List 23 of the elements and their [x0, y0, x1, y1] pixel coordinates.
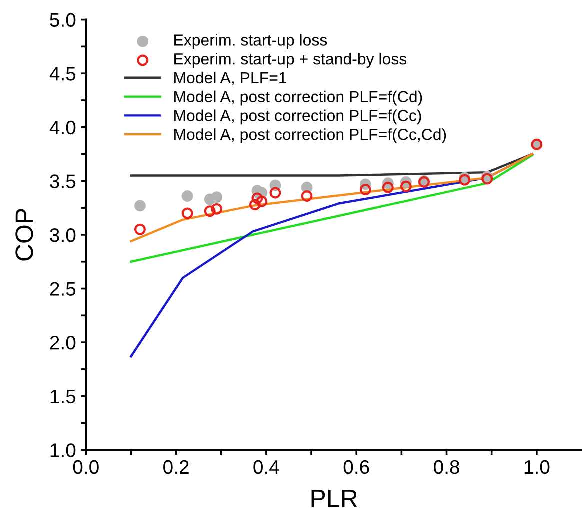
x-tick-label: 0.0: [73, 460, 99, 474]
y-axis-title: COP: [16, 209, 34, 261]
y-tick-label: 1.0: [50, 444, 76, 458]
x-tick-label: 0.2: [164, 460, 189, 474]
y-tick-label: 3.0: [50, 228, 76, 242]
legend-label: Model A, post correction PLF=f(Cc): [174, 110, 422, 125]
y-tick-label: 3.5: [50, 174, 76, 188]
legend-label: Model A, post correction PLF=f(Cc,Cd): [174, 128, 446, 144]
y-tick-label: 4.5: [50, 67, 76, 81]
legend-label: Experim. start-up loss: [174, 34, 328, 50]
legend-label: Model A, PLF=1: [174, 72, 287, 86]
y-tick-label: 1.5: [50, 390, 76, 404]
x-axis-title: PLR: [312, 490, 358, 508]
legend-label: Model A, post correction PLF=f(Cd): [174, 90, 422, 106]
y-tick-label: 5.0: [50, 13, 76, 28]
x-tick-label: 0.4: [254, 460, 280, 474]
x-tick-label: 1.0: [524, 460, 550, 474]
x-tick-label: 0.6: [344, 460, 370, 474]
x-tick-label: 0.8: [434, 460, 460, 474]
legend-label: Experim. start-up + stand-by loss: [174, 53, 407, 68]
y-tick-label: 2.5: [50, 282, 76, 296]
y-tick-label: 2.0: [50, 336, 76, 350]
y-tick-label: 4.0: [50, 120, 76, 135]
